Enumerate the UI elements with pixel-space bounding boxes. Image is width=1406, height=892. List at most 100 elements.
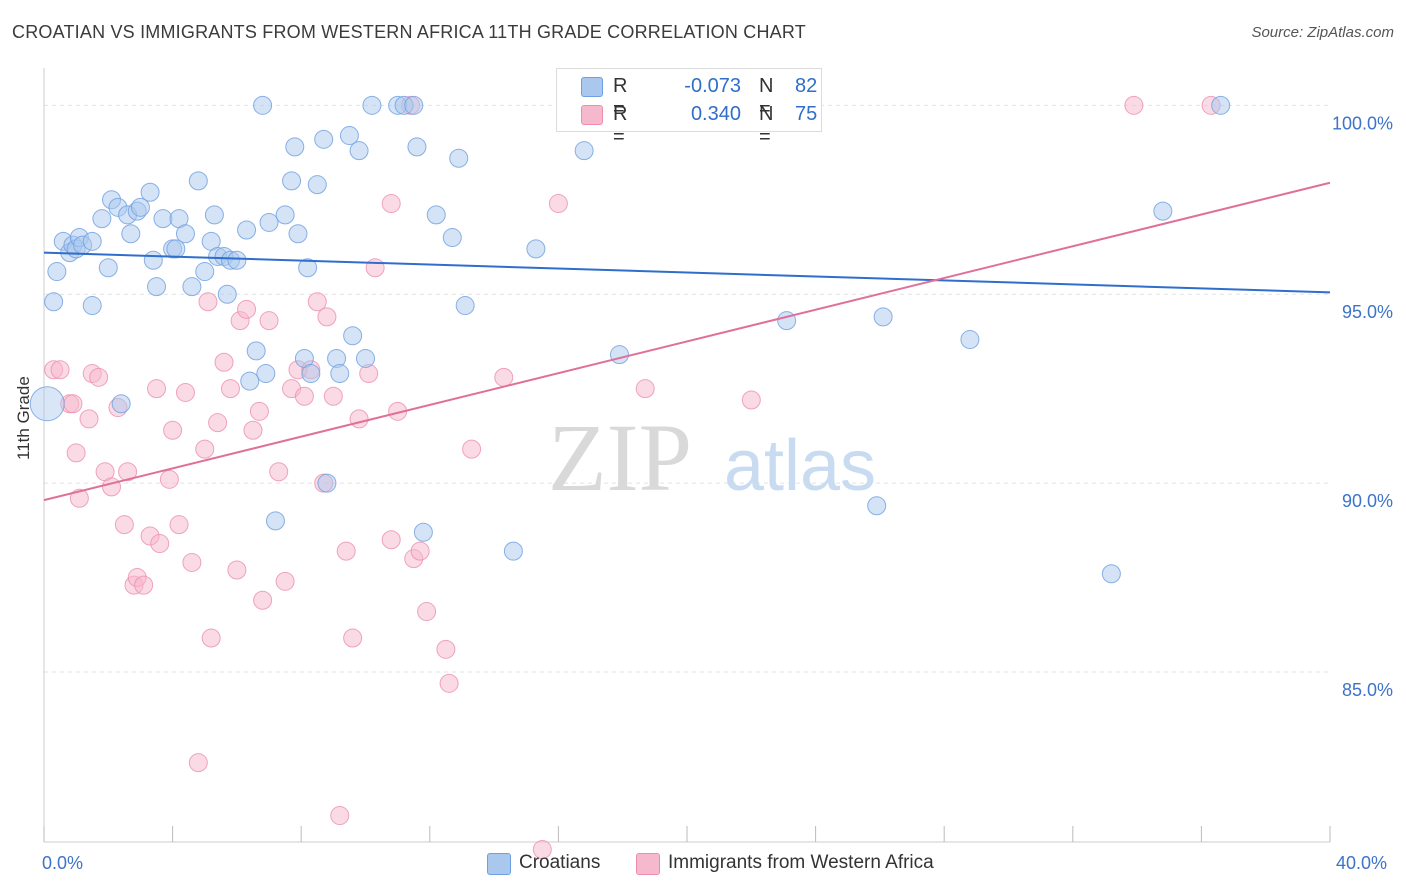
data-point bbox=[282, 171, 302, 191]
data-point bbox=[873, 307, 893, 327]
data-point bbox=[330, 806, 350, 826]
data-point bbox=[69, 488, 89, 508]
data-point bbox=[195, 262, 215, 282]
data-point bbox=[635, 379, 655, 399]
trend-line-pink bbox=[43, 181, 1331, 502]
legend-n-value: 82 bbox=[795, 75, 818, 97]
y-tick-label: 90.0% bbox=[1342, 491, 1393, 511]
data-point bbox=[301, 364, 321, 384]
axis-layer bbox=[43, 68, 1331, 843]
x-tick-label-max: 40.0% bbox=[1336, 853, 1388, 873]
data-point bbox=[188, 753, 208, 773]
data-point bbox=[314, 129, 334, 149]
data-point bbox=[98, 258, 118, 278]
data-point bbox=[227, 250, 247, 270]
data-point bbox=[462, 439, 482, 459]
data-point bbox=[365, 258, 385, 278]
data-point bbox=[381, 530, 401, 550]
trend-lines bbox=[43, 181, 1331, 502]
legend-r-value: 0.340 bbox=[690, 103, 741, 125]
data-point bbox=[494, 367, 514, 387]
data-point bbox=[349, 409, 369, 429]
data-point bbox=[413, 522, 433, 542]
data-point bbox=[204, 205, 224, 225]
legend-label-immigrants: Immigrants from Western Africa bbox=[668, 852, 934, 873]
data-point bbox=[426, 205, 446, 225]
data-point bbox=[227, 560, 247, 580]
data-point bbox=[343, 628, 363, 648]
data-point bbox=[442, 228, 462, 248]
data-point bbox=[89, 367, 109, 387]
data-point bbox=[269, 462, 289, 482]
data-point bbox=[307, 175, 327, 195]
data-point bbox=[121, 224, 141, 244]
data-point bbox=[163, 420, 183, 440]
data-point bbox=[82, 231, 102, 251]
data-point bbox=[63, 394, 83, 414]
data-point bbox=[140, 182, 160, 202]
data-point bbox=[159, 469, 179, 489]
data-point bbox=[275, 571, 295, 591]
data-point bbox=[330, 364, 350, 384]
data-point bbox=[208, 413, 228, 433]
data-point bbox=[1124, 95, 1144, 115]
data-point bbox=[259, 311, 279, 331]
data-point bbox=[214, 352, 234, 372]
data-point bbox=[343, 326, 363, 346]
data-point bbox=[256, 364, 276, 384]
data-point bbox=[449, 148, 469, 168]
watermark-atlas: atlas bbox=[724, 426, 876, 506]
data-point bbox=[1101, 564, 1121, 584]
data-point bbox=[741, 390, 761, 410]
data-point bbox=[175, 382, 195, 402]
data-point bbox=[436, 639, 456, 659]
y-tick-labels: 100.0% 95.0% 90.0% 85.0% bbox=[1332, 113, 1393, 700]
data-point bbox=[102, 477, 122, 497]
data-point bbox=[147, 379, 167, 399]
data-point bbox=[134, 575, 154, 595]
data-point bbox=[118, 462, 138, 482]
watermark: ZIP atlas bbox=[548, 404, 876, 511]
data-point bbox=[288, 224, 308, 244]
data-point bbox=[169, 515, 189, 535]
data-point bbox=[381, 194, 401, 214]
legend-swatch-blue bbox=[487, 853, 511, 875]
data-point bbox=[439, 673, 459, 693]
data-point bbox=[153, 209, 173, 229]
data-point bbox=[294, 386, 314, 406]
data-point bbox=[503, 541, 523, 561]
series-croatians-points bbox=[29, 95, 1231, 584]
data-point bbox=[249, 401, 269, 421]
data-point bbox=[114, 515, 134, 535]
data-point bbox=[50, 360, 70, 380]
data-point bbox=[246, 341, 266, 361]
y-tick-label: 95.0% bbox=[1342, 302, 1393, 322]
trend-line-blue bbox=[43, 251, 1331, 294]
data-point bbox=[111, 394, 131, 414]
legend-n-label: N = bbox=[759, 75, 774, 120]
legend-n-value: 75 bbox=[795, 103, 818, 125]
data-point bbox=[201, 628, 221, 648]
data-point bbox=[130, 197, 150, 217]
data-point bbox=[275, 205, 295, 225]
legend-r-value: -0.073 bbox=[684, 75, 741, 97]
data-point bbox=[404, 95, 424, 115]
legend-n-label: N = bbox=[759, 103, 774, 148]
legend-swatch-pink bbox=[636, 853, 660, 875]
chart-title: CROATIAN VS IMMIGRANTS FROM WESTERN AFRI… bbox=[12, 22, 806, 42]
data-point bbox=[243, 420, 263, 440]
x-tick-label-min: 0.0% bbox=[42, 853, 84, 873]
data-point bbox=[417, 602, 437, 622]
source-label: Source: ZipAtlas.com bbox=[1251, 24, 1394, 41]
data-point bbox=[323, 386, 343, 406]
data-point bbox=[349, 141, 369, 161]
data-point bbox=[259, 212, 279, 232]
data-point bbox=[317, 307, 337, 327]
data-point bbox=[526, 239, 546, 259]
data-point bbox=[253, 590, 273, 610]
data-point bbox=[307, 292, 327, 312]
y-tick-label: 100.0% bbox=[1332, 113, 1393, 133]
data-point bbox=[182, 552, 202, 572]
data-point bbox=[47, 262, 67, 282]
data-point bbox=[1153, 201, 1173, 221]
